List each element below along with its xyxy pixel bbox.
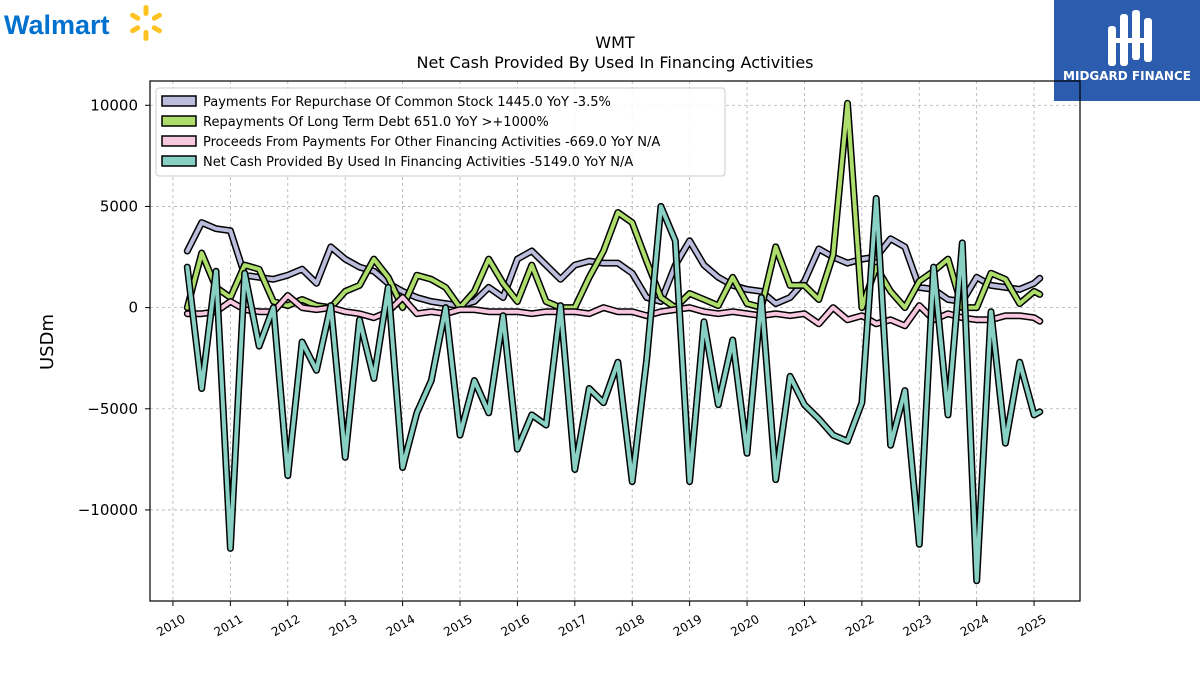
x-tick-label: 2013 bbox=[326, 612, 359, 639]
series-line bbox=[185, 220, 1042, 308]
legend-swatch bbox=[161, 115, 197, 127]
x-tick-label: 2011 bbox=[212, 612, 245, 639]
legend-swatch bbox=[161, 135, 197, 147]
y-tick-label: −5000 bbox=[87, 400, 138, 418]
midgard-logo-text: MIDGARD FINANCE bbox=[1063, 69, 1191, 83]
series-0 bbox=[183, 219, 1044, 310]
midgard-finance-logo-graphic: MIDGARD FINANCE bbox=[1063, 10, 1191, 83]
legend-box bbox=[155, 87, 726, 177]
series-3 bbox=[183, 194, 1044, 585]
y-tick-label: 5000 bbox=[100, 197, 138, 215]
series-line-outline bbox=[183, 194, 1044, 585]
x-tick-label: 2017 bbox=[556, 612, 589, 639]
legend-swatch bbox=[161, 95, 197, 107]
x-tick-label: 2012 bbox=[269, 612, 302, 639]
walmart-logo-graphic: Walmart bbox=[4, 5, 162, 41]
y-tick-label: −10000 bbox=[78, 501, 138, 519]
x-tick-label: 2019 bbox=[671, 612, 704, 639]
chart-title: WMT bbox=[595, 33, 635, 52]
x-tick-label: 2022 bbox=[843, 612, 876, 639]
x-tick-label: 2016 bbox=[499, 612, 532, 639]
series-line bbox=[185, 196, 1042, 583]
x-tick-label: 2018 bbox=[613, 612, 646, 639]
series-lines bbox=[183, 99, 1044, 585]
midgard-finance-logo: MIDGARD FINANCE bbox=[1054, 0, 1200, 101]
y-tick-label: 10000 bbox=[90, 96, 138, 114]
y-tick-label: 0 bbox=[128, 299, 138, 317]
legend-entry: Payments For Repurchase Of Common Stock … bbox=[203, 95, 611, 110]
x-tick-label: 2015 bbox=[441, 612, 474, 639]
chart-subtitle: Net Cash Provided By Used In Financing A… bbox=[416, 53, 813, 72]
walmart-logo-text: Walmart bbox=[4, 10, 110, 40]
midgard-emblem-icon bbox=[1108, 10, 1152, 66]
x-tick-label: 2020 bbox=[728, 612, 761, 639]
walmart-spark-icon bbox=[130, 5, 162, 41]
x-tick-label: 2010 bbox=[154, 612, 187, 639]
legend-swatch bbox=[161, 155, 197, 167]
legend: Payments For Repurchase Of Common Stock … bbox=[155, 87, 726, 177]
x-tick-label: 2025 bbox=[1015, 612, 1048, 639]
legend-entry: Net Cash Provided By Used In Financing A… bbox=[203, 155, 633, 170]
x-tick-label: 2021 bbox=[786, 612, 819, 639]
walmart-logo: Walmart bbox=[0, 0, 180, 50]
x-tick-label: 2014 bbox=[384, 612, 417, 639]
legend-entry: Proceeds From Payments For Other Financi… bbox=[203, 135, 660, 150]
plot-frame bbox=[149, 80, 1081, 602]
x-tick-label: 2023 bbox=[901, 612, 934, 639]
legend-entry: Repayments Of Long Term Debt 651.0 YoY >… bbox=[203, 115, 549, 130]
y-axis-label: USDm bbox=[37, 314, 58, 370]
x-tick-label: 2024 bbox=[958, 612, 991, 639]
